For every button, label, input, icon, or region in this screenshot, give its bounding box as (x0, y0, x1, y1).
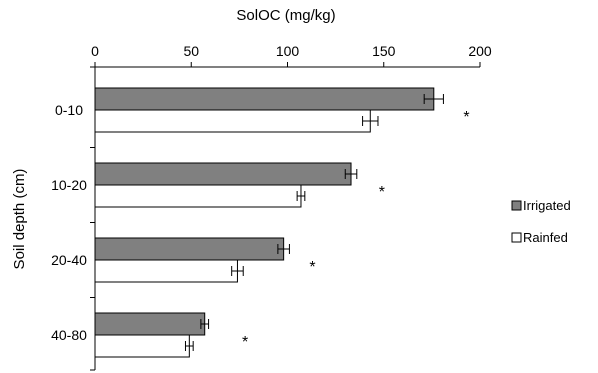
x-axis: 0 50 100 150 200 (91, 43, 492, 68)
y-axis-title: Soil depth (cm) (11, 169, 28, 270)
bar-rainfed (94, 184, 302, 208)
x-tick-label: 150 (372, 43, 396, 59)
category-label: 40-80 (51, 327, 87, 343)
x-tick-label: 200 (468, 43, 492, 59)
bar-irrigated (94, 162, 352, 186)
category-label: 20-40 (51, 252, 87, 268)
legend-label: Rainfed (523, 230, 568, 245)
bars: * * * * (94, 87, 470, 358)
bar-rainfed (94, 109, 371, 133)
bar-rainfed (94, 259, 238, 283)
bar-rainfed (94, 334, 190, 358)
category-label: 0-10 (55, 102, 83, 118)
legend: Irrigated Rainfed (511, 198, 571, 245)
x-tick-label: 100 (276, 43, 300, 59)
x-axis-title: SolOC (mg/kg) (236, 7, 335, 24)
significance-mark: * (242, 334, 248, 351)
y-axis: 0-10 10-20 20-40 40-80 (51, 66, 96, 371)
legend-swatch-rainfed (511, 232, 522, 243)
bar-irrigated (94, 312, 206, 336)
x-tick-label: 50 (183, 43, 199, 59)
significance-mark: * (463, 109, 469, 126)
bar-irrigated (94, 87, 435, 111)
x-tick-label: 0 (91, 43, 99, 59)
legend-swatch-irrigated (511, 200, 522, 211)
significance-mark: * (309, 259, 315, 276)
significance-mark: * (379, 184, 385, 201)
category-label: 10-20 (51, 177, 87, 193)
legend-label: Irrigated (523, 198, 571, 213)
bar-irrigated (94, 237, 285, 261)
